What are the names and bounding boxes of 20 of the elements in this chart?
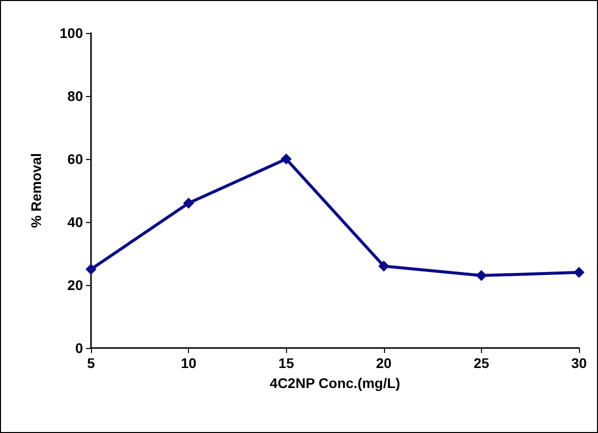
x-axis-title: 4C2NP Conc.(mg/L) (270, 375, 400, 391)
y-tick-label: 100 (60, 25, 84, 41)
y-axis-title: % Removal (28, 153, 44, 228)
x-tick-label: 5 (87, 355, 96, 371)
x-tick-label: 30 (571, 355, 587, 371)
x-tick-label: 20 (376, 355, 392, 371)
x-tick-label: 15 (278, 355, 294, 371)
y-tick-label: 80 (67, 88, 84, 104)
x-tick-label: 25 (474, 355, 490, 371)
point (378, 260, 390, 272)
y-tick-label: 20 (67, 277, 84, 293)
x-tick-label: 10 (180, 355, 197, 371)
point (574, 266, 584, 278)
y-tick-label: 0 (75, 340, 84, 356)
point (476, 270, 487, 282)
y-tick-label: 60 (67, 151, 84, 167)
point (183, 198, 194, 209)
point (86, 264, 96, 275)
y-tick-label: 40 (67, 214, 84, 230)
point (280, 154, 292, 164)
